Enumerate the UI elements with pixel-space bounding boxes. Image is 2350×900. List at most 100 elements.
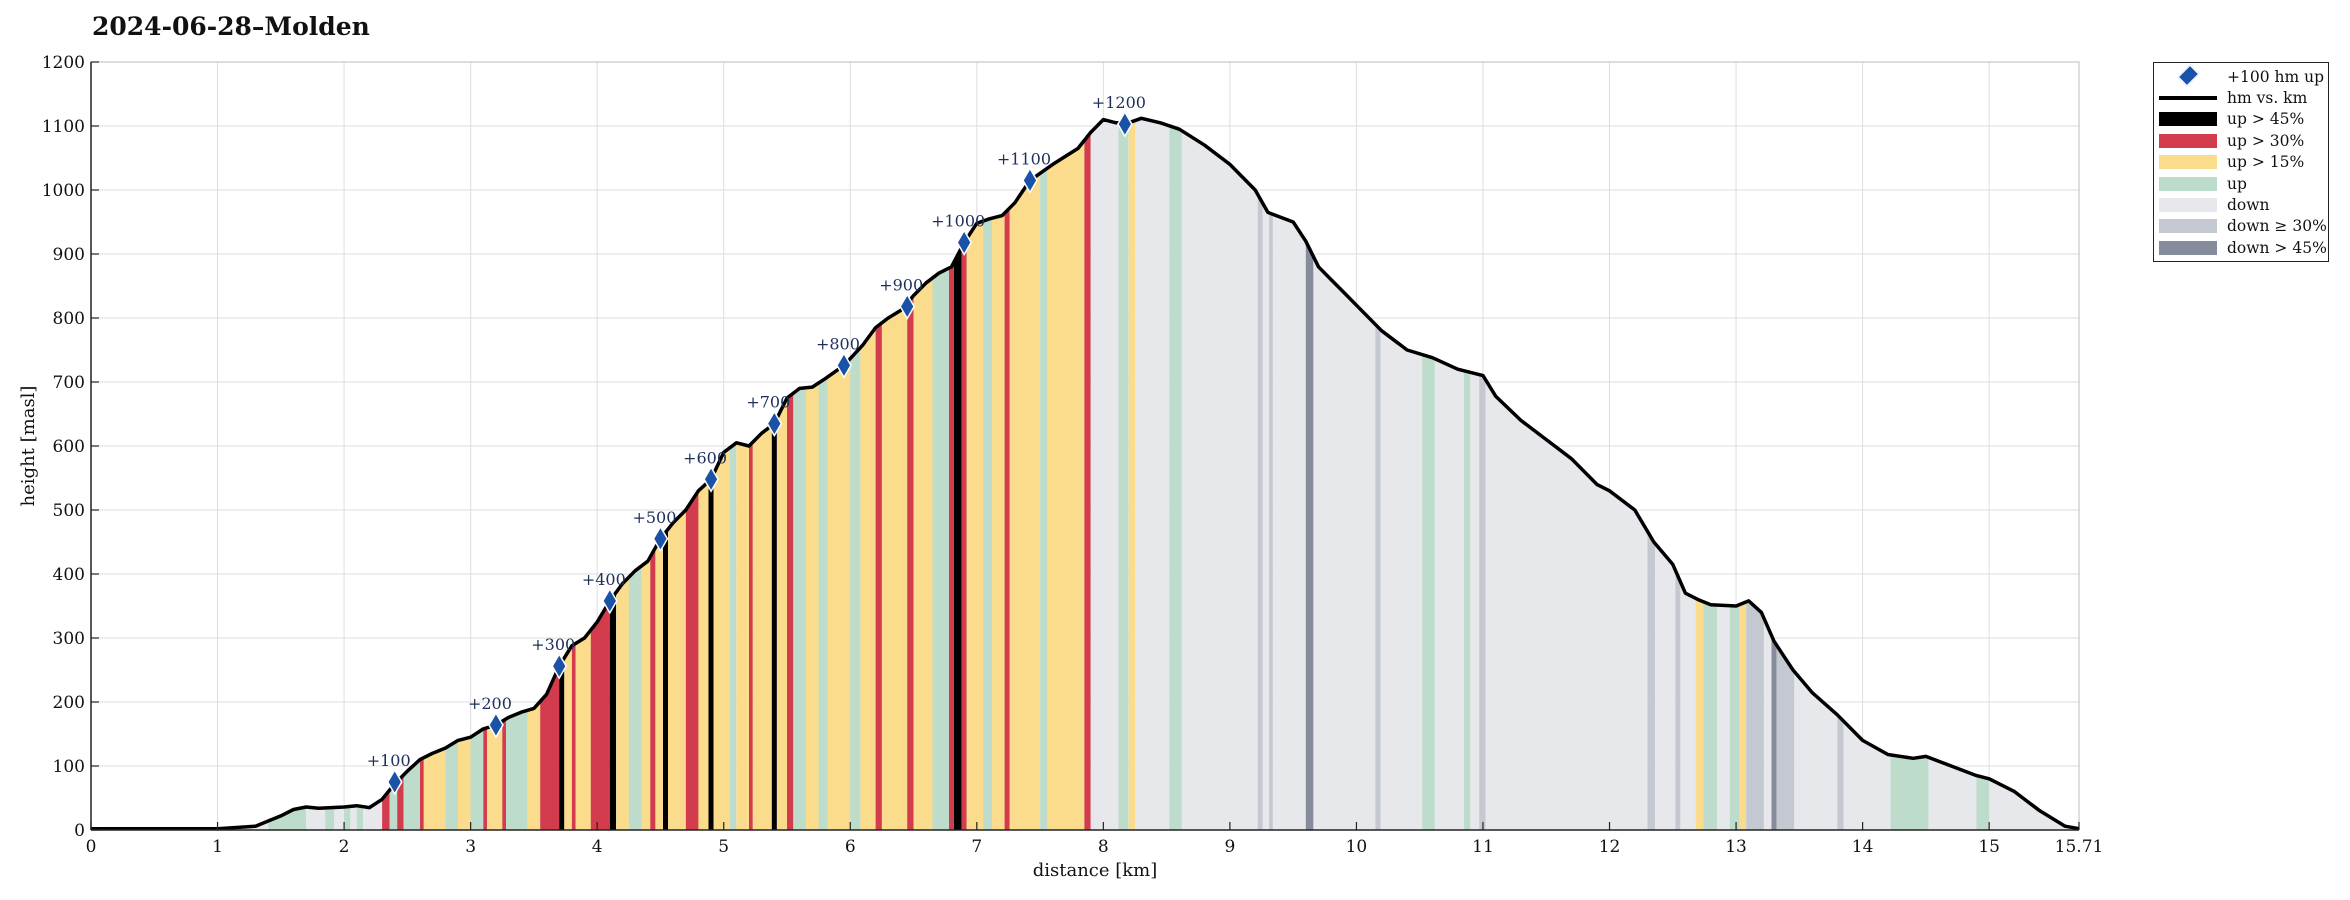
x-tick-label: 0 <box>86 837 97 857</box>
x-tick-label: 2 <box>339 837 350 857</box>
milestone-label: +800 <box>816 334 860 353</box>
x-tick-label: 9 <box>1224 837 1235 857</box>
legend-label: +100 hm up <box>2227 67 2325 86</box>
legend-item-down45: down > 45% <box>2154 237 2328 258</box>
color-swatch <box>2159 219 2217 234</box>
segment-up30 <box>961 118 967 830</box>
y-tick-label: 400 <box>53 565 85 585</box>
y-tick-label: 800 <box>53 309 85 329</box>
segment-up15 <box>913 118 933 830</box>
segment-down <box>1135 118 1170 830</box>
milestone-label: +500 <box>632 508 676 527</box>
milestone-diamond <box>956 228 973 256</box>
milestone-diamond <box>703 465 719 493</box>
legend-label: down <box>2227 196 2270 215</box>
x-tick-label: 8 <box>1098 837 1109 857</box>
segment-up <box>730 118 737 830</box>
segment-up30 <box>1084 118 1091 830</box>
color-swatch <box>2159 112 2217 127</box>
x-tick-label: 15 <box>1978 837 2000 857</box>
segment-down30 <box>1479 118 1486 830</box>
milestone-label: +100 <box>367 751 411 770</box>
legend-item-down: down <box>2154 194 2328 215</box>
x-tick-label: 15.71 <box>2055 837 2104 857</box>
legend-label: down > 45% <box>2227 238 2327 257</box>
milestone-label: +200 <box>468 694 512 713</box>
chart-title: 2024-06-28–Molden <box>92 12 370 41</box>
y-tick-label: 100 <box>53 757 85 777</box>
legend-label: up > 45% <box>2227 110 2305 129</box>
legend-item-line: hm vs. km <box>2154 87 2328 108</box>
segment-down <box>1090 118 1119 830</box>
y-tick-label: 1200 <box>42 53 85 73</box>
y-tick-label: 1000 <box>42 181 85 201</box>
segment-up45 <box>771 118 777 830</box>
y-tick-label: 1100 <box>42 117 85 137</box>
segment-up15 <box>966 118 984 830</box>
segment-up30 <box>1004 118 1010 830</box>
y-tick-label: 200 <box>53 693 85 713</box>
segment-down <box>1262 118 1270 830</box>
segment-down30 <box>1269 118 1273 830</box>
segment-up15 <box>1047 118 1085 830</box>
milestone-diamond <box>899 292 916 320</box>
milestone-label: +1200 <box>1092 93 1146 112</box>
color-swatch <box>2159 133 2217 148</box>
milestone-diamond <box>836 351 852 379</box>
x-tick-label: 13 <box>1725 837 1747 857</box>
y-tick-label: 900 <box>53 245 85 265</box>
milestone-label: +600 <box>683 448 727 467</box>
x-tick-label: 12 <box>1599 837 1621 857</box>
chart-legend: +100 hm up hm vs. km up > 45% up > 30% up > … <box>2153 62 2329 262</box>
segment-up30 <box>949 118 955 830</box>
milestone-diamond <box>386 768 403 796</box>
segment-up30 <box>907 118 914 830</box>
segment-down <box>1272 118 1306 830</box>
x-axis-label: distance [km] <box>1033 860 1158 881</box>
y-axis-label: height [masl] <box>18 386 39 507</box>
y-tick-label: 300 <box>53 629 85 649</box>
x-tick-label: 10 <box>1346 837 1368 857</box>
milestone-label: +300 <box>531 635 575 654</box>
segment-down30 <box>1257 118 1263 830</box>
segment-up15 <box>1009 118 1041 830</box>
milestone-diamond <box>652 525 669 553</box>
segment-up15 <box>992 118 1005 830</box>
segment-up <box>1040 118 1048 830</box>
milestone-diamond <box>601 587 618 615</box>
legend-item-up15: up > 15% <box>2154 152 2328 173</box>
segment-up <box>932 118 949 830</box>
segment-up15 <box>1128 118 1135 830</box>
segment-up <box>850 118 861 830</box>
x-tick-label: 3 <box>465 837 476 857</box>
milestone-markers: +100 +200 +300 +400 +500 +600 +700 +800 +900 +100… <box>367 93 1146 796</box>
color-swatch <box>2159 240 2217 255</box>
milestone-label: +400 <box>582 570 626 589</box>
milestone-diamond <box>1022 166 1038 194</box>
x-tick-label: 7 <box>971 837 982 857</box>
x-tick-label: 6 <box>845 837 856 857</box>
axis-ticks: 0 1 2 3 4 5 6 7 8 9 10 11 12 13 14 15 15.710100200300400… <box>42 53 2104 857</box>
segment-down <box>1181 118 1258 830</box>
segment-up45 <box>954 118 962 830</box>
milestone-label: +1100 <box>997 149 1051 168</box>
diamond-icon <box>2159 70 2217 84</box>
line-swatch <box>2159 91 2217 105</box>
legend-item-up45: up > 45% <box>2154 109 2328 130</box>
legend-item-up30: up > 30% <box>2154 130 2328 151</box>
milestone-diamond <box>488 711 504 739</box>
milestone-label: +1000 <box>931 211 985 230</box>
segment-down45 <box>1305 118 1314 830</box>
x-tick-label: 5 <box>718 837 729 857</box>
x-tick-label: 14 <box>1852 837 1874 857</box>
legend-label: hm vs. km <box>2227 89 2308 108</box>
x-tick-label: 11 <box>1472 837 1494 857</box>
segment-up30 <box>787 118 794 830</box>
milestone-diamond <box>551 652 568 680</box>
elevation-profile-line <box>91 116 2080 831</box>
milestone-label: +700 <box>746 393 790 412</box>
segment-up <box>818 118 828 830</box>
segment-up30 <box>875 118 882 830</box>
segment-up <box>1464 118 1471 830</box>
